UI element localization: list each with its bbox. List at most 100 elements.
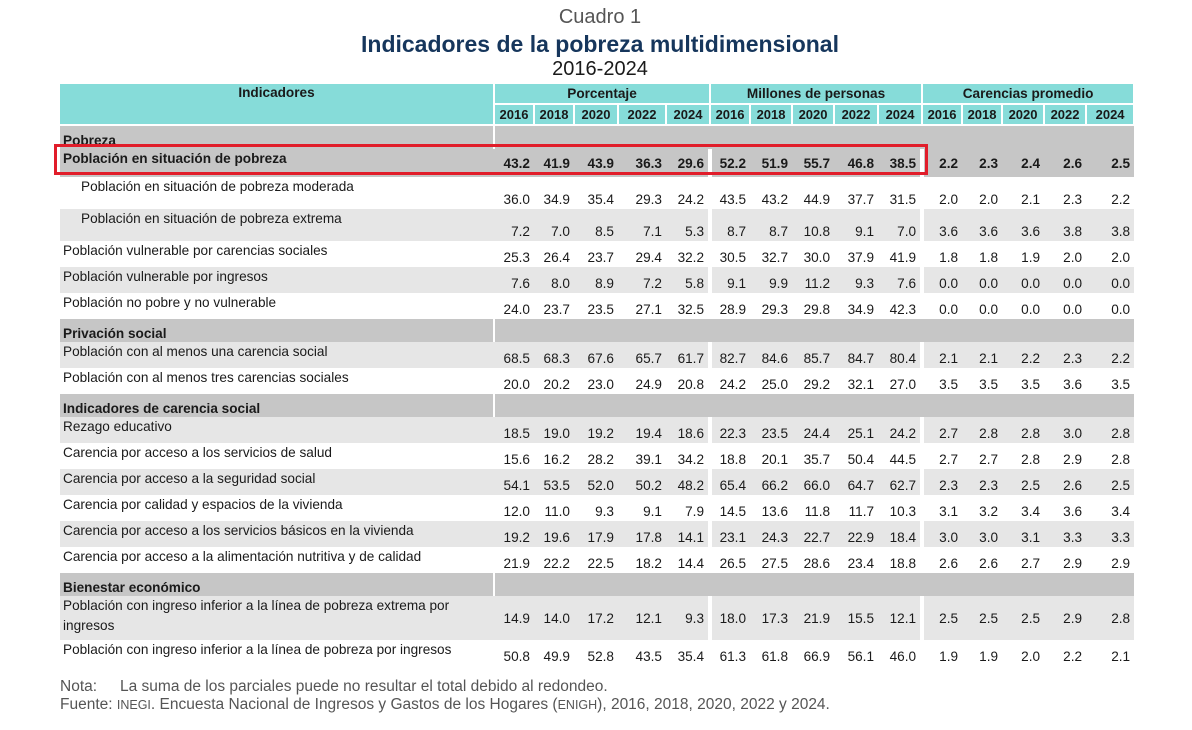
cell-value: 2.8 xyxy=(962,417,1003,443)
header-row-groups: Indicadores Porcentaje Millones de perso… xyxy=(60,84,1136,126)
cell-value: 22.7 xyxy=(792,521,835,547)
cell-value: 30.0 xyxy=(803,250,831,265)
cell-value: 28.9 xyxy=(719,302,747,317)
cell-value: 32.1 xyxy=(847,377,875,392)
header-year: 2018 xyxy=(534,104,575,126)
row-label: Carencia por acceso a los servicios de s… xyxy=(63,445,332,460)
cell-value: 9.1 xyxy=(710,267,751,293)
table-row: Población con ingreso inferior a la líne… xyxy=(60,596,1135,640)
header-year: 2024 xyxy=(666,104,712,126)
cell-value: 7.0 xyxy=(534,209,574,241)
cell-value: 0.0 xyxy=(1111,302,1131,317)
cell-value: 61.8 xyxy=(761,649,789,664)
header-year: 2020 xyxy=(792,104,836,126)
header-row-years: 2016 2018 2020 2022 2024 2016 2018 2020 2022 2024… xyxy=(60,104,1136,126)
cell-value: 23.5 xyxy=(750,417,793,443)
cell-value: 49.9 xyxy=(543,649,570,664)
source-text-2: ), 2016, 2018, 2020, 2022 y 2024. xyxy=(597,696,830,713)
cell-value: 8.0 xyxy=(534,267,574,293)
section-title: Pobreza xyxy=(60,125,495,149)
row-label: Rezago educativo xyxy=(60,417,494,443)
cell-value: 24.3 xyxy=(750,521,793,547)
cell-value: 36.3 xyxy=(618,149,666,177)
cell-value: 21.9 xyxy=(792,596,835,640)
table-row: Población en situación de pobreza modera… xyxy=(60,177,1134,209)
cell-value: 9.9 xyxy=(750,267,793,293)
cell-value: 12.1 xyxy=(878,596,925,640)
cell-value: 65.4 xyxy=(710,469,751,495)
cell-value: 32.5 xyxy=(666,293,713,319)
cell-value: 0.0 xyxy=(1021,302,1041,317)
table-row: Población no pobre y no vulnerable 24.0 23… xyxy=(60,293,1134,319)
cell-value: 2.8 xyxy=(1086,596,1135,640)
row-label: Población vulnerable por ingresos xyxy=(60,267,494,293)
cell-value: 37.7 xyxy=(847,192,875,207)
header-indicators: Indicadores xyxy=(60,84,495,126)
cell-value: 8.5 xyxy=(574,209,618,241)
header-group-avg-deprivations: Carencias promedio xyxy=(922,84,1136,105)
cell-value: 26.4 xyxy=(543,250,570,265)
footnote-text: La suma de los parciales puede no result… xyxy=(120,678,608,695)
cell-value: 23.7 xyxy=(587,250,614,265)
cell-value: 3.6 xyxy=(962,209,1003,241)
cell-value: 2.3 xyxy=(1063,192,1083,207)
cell-value: 18.8 xyxy=(719,452,747,467)
cell-value: 31.5 xyxy=(878,177,925,209)
header-year: 2016 xyxy=(922,104,964,126)
poverty-indicators-table: Indicadores Porcentaje Millones de perso… xyxy=(60,84,1136,666)
header-year: 2024 xyxy=(1086,104,1136,126)
table-row: Población con al menos una carencia soci… xyxy=(60,342,1135,368)
row-label: Población vulnerable por carencias socia… xyxy=(63,243,328,258)
cell-value: 35.4 xyxy=(666,640,713,666)
cell-value: 3.0 xyxy=(962,521,1003,547)
table-year-range: 2016-2024 xyxy=(552,58,648,80)
cell-value: 43.5 xyxy=(635,649,662,664)
cell-value: 53.5 xyxy=(534,469,574,495)
cell-value: 2.9 xyxy=(1063,452,1083,467)
cell-value: 2.9 xyxy=(1111,556,1131,571)
row-label: Población en situación de pobreza modera… xyxy=(81,179,354,194)
section-row: Indicadores de carencia social xyxy=(60,394,1135,417)
cell-value: 2.3 xyxy=(1044,342,1087,368)
row-label: Carencia por acceso a los servicios bási… xyxy=(60,521,494,547)
cell-value: 3.5 xyxy=(1111,377,1131,392)
cell-value: 28.6 xyxy=(803,556,831,571)
cell-value: 46.8 xyxy=(834,149,879,177)
cell-value: 23.0 xyxy=(587,377,614,392)
cell-value: 18.6 xyxy=(666,417,713,443)
table-row: Carencia por acceso a los servicios bási… xyxy=(60,521,1135,547)
cell-value: 36.0 xyxy=(503,192,530,207)
cell-value: 2.6 xyxy=(939,556,959,571)
cell-value: 2.2 xyxy=(922,149,963,177)
cell-value: 27.5 xyxy=(761,556,789,571)
cell-value: 29.4 xyxy=(635,250,662,265)
cell-value: 43.2 xyxy=(761,192,789,207)
cell-value: 2.7 xyxy=(922,417,963,443)
cell-value: 2.6 xyxy=(1044,469,1087,495)
header-year: 2018 xyxy=(962,104,1004,126)
cell-value: 2.5 xyxy=(922,596,963,640)
cell-value: 17.2 xyxy=(574,596,618,640)
cell-value: 1.9 xyxy=(979,649,999,664)
cell-value: 66.0 xyxy=(792,469,835,495)
cell-value: 54.1 xyxy=(494,469,534,495)
cell-value: 25.3 xyxy=(503,250,530,265)
cell-value: 11.0 xyxy=(544,504,570,519)
cell-value: 50.8 xyxy=(503,649,530,664)
cell-value: 32.7 xyxy=(761,250,789,265)
cell-value: 20.2 xyxy=(543,377,570,392)
cell-value: 2.7 xyxy=(1021,556,1041,571)
cell-value: 0.0 xyxy=(979,302,999,317)
cell-value: 29.6 xyxy=(666,149,713,177)
cell-value: 20.1 xyxy=(761,452,789,467)
section-fill xyxy=(494,319,1135,342)
cell-value: 15.5 xyxy=(834,596,879,640)
cell-value: 26.5 xyxy=(719,556,747,571)
cell-value: 1.8 xyxy=(979,250,999,265)
section-row: Bienestar económico xyxy=(60,573,1135,596)
section-fill xyxy=(494,573,1135,596)
cell-value: 34.9 xyxy=(847,302,875,317)
table-row: Carencia por acceso a la alimentación nu… xyxy=(60,547,1134,573)
cell-value: 61.7 xyxy=(666,342,713,368)
cell-value: 64.7 xyxy=(834,469,879,495)
